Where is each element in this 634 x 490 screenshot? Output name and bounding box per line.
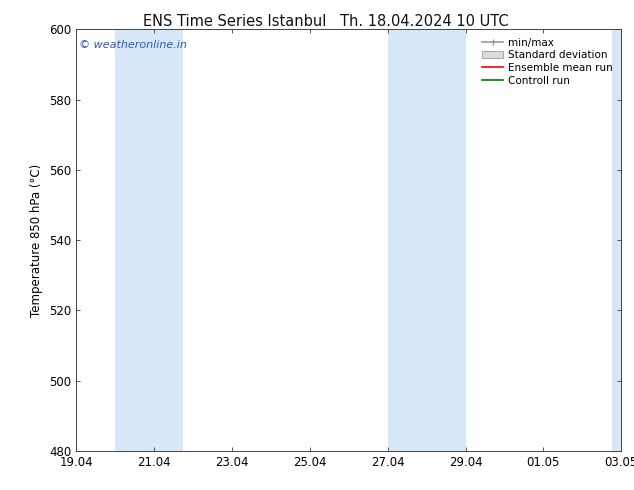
Bar	[612, 29, 621, 451]
Text: ENS Time Series Istanbul: ENS Time Series Istanbul	[143, 14, 327, 29]
Text: Th. 18.04.2024 10 UTC: Th. 18.04.2024 10 UTC	[340, 14, 509, 29]
Y-axis label: Temperature 850 hPa (°C): Temperature 850 hPa (°C)	[30, 164, 43, 317]
Bar	[115, 29, 183, 451]
Text: © weatheronline.in: © weatheronline.in	[79, 40, 186, 50]
Legend: min/max, Standard deviation, Ensemble mean run, Controll run: min/max, Standard deviation, Ensemble me…	[479, 35, 616, 89]
Bar	[387, 29, 465, 451]
